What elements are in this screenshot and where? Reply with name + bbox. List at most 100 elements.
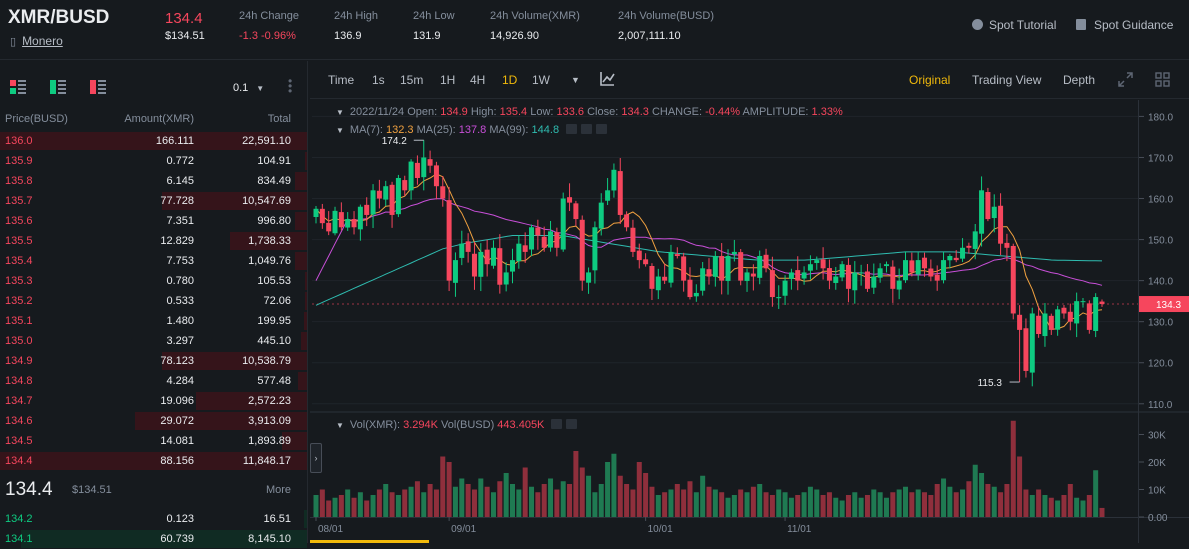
row-total: 834.49 [257,175,291,187]
interval-time[interactable]: Time [328,73,355,87]
interval-15m[interactable]: 15m [400,73,424,87]
settings-icon[interactable] [551,419,563,429]
volume-bar [681,489,687,517]
ask-row[interactable]: 134.7 19.096 2,572.23 [0,391,307,411]
interval-1h[interactable]: 1H [440,73,456,87]
spot-tutorial-link[interactable]: Spot Tutorial [972,18,1056,32]
legend-date: 2022/11/24 [349,106,405,118]
candle-body [991,206,997,219]
candle-body [1029,313,1035,373]
interval-dropdown-icon[interactable]: ▼ [571,75,580,85]
book-bids-icon[interactable] [50,80,66,94]
ask-row[interactable]: 135.6 7.351 996.80 [0,211,307,231]
ask-row[interactable]: 135.0 3.297 445.10 [0,331,307,351]
row-price: 135.8 [5,175,33,187]
row-total: 8,145.10 [248,533,291,545]
layout-grid-icon[interactable] [1155,72,1170,90]
row-price: 135.4 [5,255,33,267]
volume-bar [1004,484,1010,517]
candle-body [788,272,794,279]
volume-bar [535,492,541,517]
ask-row[interactable]: 134.5 14.081 1,893.89 [0,431,307,451]
view-trading-view[interactable]: Trading View [972,73,1042,87]
spot-guidance-link[interactable]: Spot Guidance [1076,18,1173,32]
ask-row[interactable]: 135.4 7.753 1,049.76 [0,251,307,271]
chart-scrollbar[interactable] [310,540,429,543]
ask-row[interactable]: 136.0 166.111 22,591.10 [0,131,307,151]
close-icon[interactable] [566,419,578,429]
interval-4h[interactable]: 4H [470,73,486,87]
interval-1w[interactable]: 1W [532,73,550,87]
close-icon[interactable] [596,124,608,134]
volume-bar [883,497,889,517]
candle-body [1042,313,1048,337]
collapse-icon[interactable]: ▼ [336,108,344,117]
book-both-icon[interactable] [10,80,26,94]
more-link[interactable]: More [265,484,291,496]
row-price: 135.6 [5,215,33,227]
candle-body [972,231,978,249]
collapse-icon[interactable]: ▼ [336,421,344,430]
eye-icon[interactable] [566,124,578,134]
row-total: 3,913.09 [248,415,291,427]
bid-row[interactable]: 134.2 0.123 16.51 [0,509,307,529]
book-asks-icon[interactable] [90,80,106,94]
volume-bar [979,473,985,517]
row-total: 445.10 [257,335,291,347]
candle-body [947,256,953,261]
interval-1d[interactable]: 1D [502,73,518,87]
volume-bar [1042,495,1048,517]
ask-row[interactable]: 134.9 78.123 10,538.79 [0,351,307,371]
ma99-label: MA(99): [489,124,529,136]
ask-row[interactable]: 135.3 0.780 105.53 [0,271,307,291]
collapse-panel-button[interactable]: › [310,443,322,473]
volume-bar [991,486,997,517]
ask-row[interactable]: 134.8 4.284 577.48 [0,371,307,391]
volume-bar [807,486,813,517]
ask-row[interactable]: 135.2 0.533 72.06 [0,291,307,311]
candle-body [966,245,972,248]
close-value: 134.3 [621,106,649,118]
row-price: 135.3 [5,275,33,287]
volume-bar [1067,484,1073,517]
volume-bar [833,497,839,517]
coin-name[interactable]: Monero [22,34,63,48]
ask-row[interactable]: 135.9 0.772 104.91 [0,151,307,171]
view-depth[interactable]: Depth [1063,73,1096,87]
interval-1s[interactable]: 1s [372,73,385,87]
row-total: 16.51 [263,513,291,525]
ask-row[interactable]: 134.6 29.072 3,913.09 [0,411,307,431]
ask-row[interactable]: 135.5 12.829 1,738.33 [0,231,307,251]
ask-row[interactable]: 135.8 6.145 834.49 [0,171,307,191]
indicator-icon[interactable] [600,71,615,89]
ask-row[interactable]: 135.7 77.728 10,547.69 [0,191,307,211]
row-amount: 60.739 [160,533,194,545]
volume-bar [757,484,763,517]
kline-svg[interactable]: 180.0 170.0 160.0 150.0 140.0 130.0 120.0 110.0… [310,100,1189,543]
volume-bar [567,484,573,517]
more-options-icon[interactable]: • • • [288,74,293,98]
bid-row[interactable]: 134.1 60.739 8,145.10 [0,529,307,549]
candle-body [433,165,439,187]
volume-bar [953,492,959,517]
symbol-title[interactable]: XMR/BUSD [8,7,110,28]
ma25-label: MA(25): [416,124,456,136]
row-price: 134.6 [5,415,33,427]
tick-size-select[interactable]: 0.1 ▼ [233,82,264,94]
row-price: 134.4 [5,455,33,467]
row-total: 22,591.10 [242,135,291,147]
settings-icon[interactable] [581,124,593,134]
ask-row[interactable]: 134.4 88.156 11,848.17 [0,451,307,471]
volume-bar [351,497,357,517]
kline-chart[interactable]: 180.0 170.0 160.0 150.0 140.0 130.0 120.0 110.0… [310,100,1189,543]
collapse-icon[interactable]: ▼ [336,126,344,135]
volume-bar [370,495,376,517]
row-total: 996.80 [257,215,291,227]
ask-row[interactable]: 135.1 1.480 199.95 [0,311,307,331]
expand-icon[interactable] [1118,72,1133,90]
view-original[interactable]: Original [909,73,951,87]
coin-info-link[interactable]: ▯ Monero [10,34,63,48]
volume-bar [611,453,617,517]
candle-body [554,232,560,248]
low-value: 133.6 [556,106,585,118]
